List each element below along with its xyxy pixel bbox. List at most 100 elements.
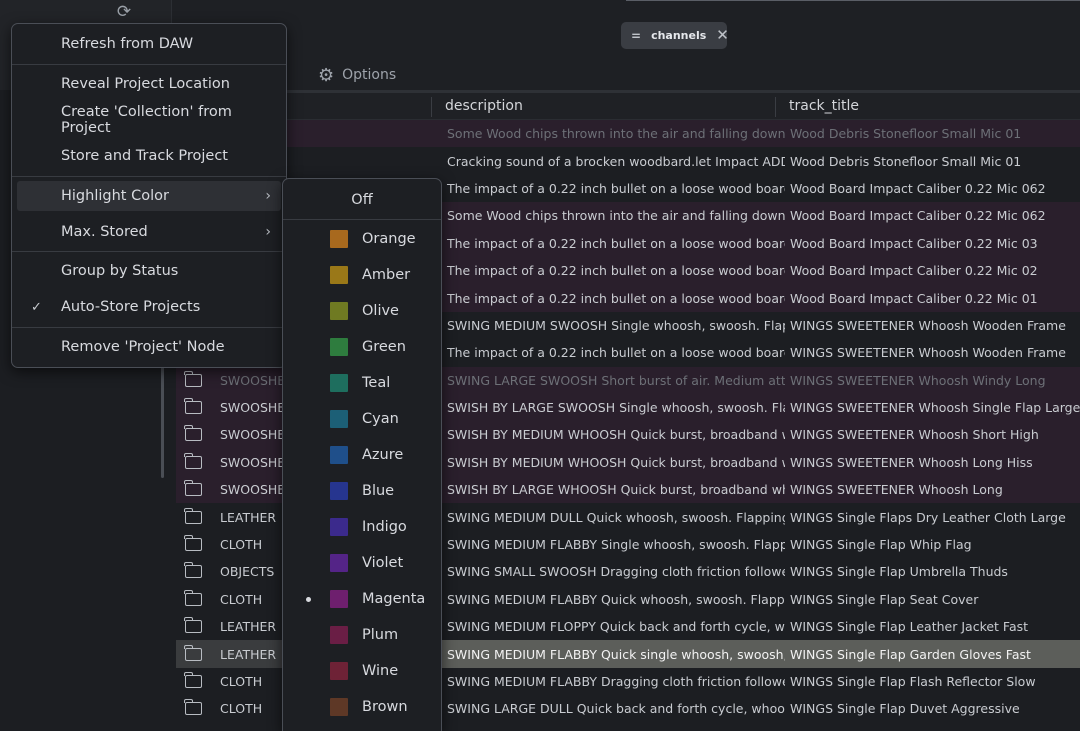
folder-cell [176,668,210,695]
submenu-item-label: Wine [362,663,399,679]
submenu-item-label: Violet [362,555,404,571]
table-row[interactable]: CLOTH SWING MEDIUM FLABBY Quick whoosh, s… [176,586,1080,613]
track-title-cell: WINGS Single Flap Leather Jacket Fast [790,619,1029,635]
description-cell: SWING MEDIUM FLABBY Quick single whoosh,… [442,640,785,668]
submenu-item-plum[interactable]: Plum [283,620,441,650]
description-cell: SWING MEDIUM FLABBY Quick whoosh, swoosh… [447,591,785,607]
track-title-cell: Wood Board Impact Caliber 0.22 Mic 02 [790,263,1038,279]
table-row[interactable]: CLOTH SWING MEDIUM FLABBY Single whoosh, … [176,531,1080,558]
column-separator[interactable] [775,97,776,117]
submenu-item-off[interactable]: Off [283,186,441,214]
check-icon: ✓ [31,299,42,315]
left-pane-scrollbar[interactable] [161,360,164,478]
track-title-cell: WINGS Single Flaps Dry Leather Cloth Lar… [790,509,1066,525]
category-cell: SWOOSHES [220,454,294,470]
tab-options[interactable]: ⚙ Options [318,64,396,86]
menu-item-label: Highlight Color [61,188,169,204]
folder-icon [183,699,202,716]
submenu-item-label: Blue [362,483,395,499]
submenu-item-teal[interactable]: Teal [283,368,441,398]
menu-item-label: Group by Status [61,263,179,279]
equals-icon: = [631,28,642,43]
close-icon[interactable]: ✕ [716,26,729,44]
table-row[interactable]: LEATHER SWING MEDIUM DULL Quick whoosh, s… [176,503,1080,530]
menu-item-refresh-from-daw[interactable]: Refresh from DAW [17,29,281,59]
track-title-cell: WINGS Single Flap Flash Reflector Slow [790,674,1036,689]
description-cell: SWING SMALL SWOOSH Dragging cloth fricti… [447,564,785,580]
color-swatch-icon [330,338,348,356]
menu-item-remove-project-node[interactable]: Remove 'Project' Node [17,332,281,362]
track-title-cell: WINGS SWEETENER Whoosh Long Hiss [790,454,1033,470]
color-swatch-icon [330,446,348,464]
submenu-item-indigo[interactable]: Indigo [283,512,441,542]
folder-cell [176,695,210,722]
description-cell: The impact of a 0.22 inch bullet on a lo… [447,290,785,306]
category-cell: SWOOSHES [220,482,294,498]
category-cell: CLOTH [220,537,263,553]
column-header-track-title[interactable]: track_title [789,98,859,114]
column-separator[interactable] [431,97,432,117]
track-title-cell: Wood Debris Stonefloor Small Mic 01 [790,153,1022,169]
submenu-item-label: Plum [362,627,399,643]
table-row[interactable]: CLOTH SWING MEDIUM FLABBY Dragging cloth … [176,668,1080,695]
filter-chip[interactable]: = channels ✕ [621,22,729,49]
table-row[interactable]: Some Wood chips thrown into the air and … [176,120,1080,148]
table-row[interactable]: The impact of a 0.22 inch bullet on a lo… [176,339,1080,366]
color-swatch-icon [330,230,348,248]
table-row[interactable]: Cracking sound of a brocken woodbard.let… [176,147,1080,174]
folder-icon [183,480,202,497]
submenu-item-orange[interactable]: Orange [283,224,441,254]
track-title-cell: WINGS SWEETENER Whoosh Short High [790,427,1039,443]
table-row[interactable]: SWOOSHES SWING LARGE SWOOSH Short burst o… [176,366,1080,394]
divider [626,0,1080,1]
table-row[interactable]: The impact of a 0.22 inch bullet on a lo… [176,175,1080,202]
menu-item-highlight-color[interactable]: Highlight Color › [17,181,281,211]
menu-item-max-stored[interactable]: Max. Stored › [17,217,281,247]
submenu-item-olive[interactable]: Olive [283,296,441,326]
table-row[interactable]: OBJECTS SWING SMALL SWOOSH Dragging cloth… [176,558,1080,585]
menu-item-group-by-status[interactable]: Group by Status [17,256,281,286]
category-cell: LEATHER [220,619,277,635]
folder-icon [183,589,202,606]
chevron-right-icon: › [265,224,271,240]
menu-item-reveal-project-location[interactable]: Reveal Project Location [17,69,281,99]
menu-item-auto-store-projects[interactable]: ✓ Auto-Store Projects [17,292,281,322]
menu-item-create-collection[interactable]: Create 'Collection' from Project [17,104,281,136]
column-header-description[interactable]: description [445,98,523,114]
category-cell: SWOOSHES [220,400,294,416]
color-swatch-icon [330,302,348,320]
table-row[interactable]: SWING MEDIUM SWOOSH Single whoosh, swoos… [176,312,1080,339]
menu-item-store-and-track[interactable]: Store and Track Project [17,141,281,171]
track-title-cell: WINGS SWEETENER Whoosh Single Flap Large… [790,400,1080,416]
description-cell: SWISH BY LARGE WHOOSH Quick burst, broad… [447,482,785,498]
folder-icon [183,370,202,387]
submenu-item-blue[interactable]: Blue [283,476,441,506]
folder-icon [183,425,202,442]
table-row[interactable]: LEATHER SWING MEDIUM FLOPPY Quick back an… [176,613,1080,640]
menu-item-label: Remove 'Project' Node [61,339,225,355]
submenu-item-brown[interactable]: Brown [283,692,441,722]
description-cell: The impact of a 0.22 inch bullet on a lo… [447,345,785,361]
submenu-item-magenta[interactable]: Magenta [283,584,441,614]
submenu-item-violet[interactable]: Violet [283,548,441,578]
submenu-item-cyan[interactable]: Cyan [283,404,441,434]
refresh-icon[interactable]: ⟳ [116,2,132,22]
track-title-cell: WINGS SWEETENER Whoosh Long [790,482,1003,498]
table-row[interactable]: CLOTH SWING LARGE DULL Quick back and for… [176,695,1080,722]
submenu-item-wine[interactable]: Wine [283,656,441,686]
submenu-item-azure[interactable]: Azure [283,440,441,470]
table-row[interactable]: LEATHER SWING MEDIUM FLABBY Quick single … [176,640,1080,668]
tab-options-label: Options [342,67,397,83]
folder-icon [183,562,202,579]
description-cell: Cracking sound of a brocken woodbard.let… [447,153,785,169]
track-title-cell: Wood Debris Stonefloor Small Mic 01 [790,126,1022,142]
gear-icon: ⚙ [318,64,335,86]
category-cell: SWOOSHES [220,427,294,443]
description-cell: SWING MEDIUM FLABBY Single whoosh, swoos… [447,537,785,553]
submenu-item-amber[interactable]: Amber [283,260,441,290]
submenu-item-green[interactable]: Green [283,332,441,362]
folder-cell [176,449,210,476]
submenu-item-label: Magenta [362,591,426,607]
description-cell: SWING LARGE DULL Quick back and forth cy… [447,701,785,717]
submenu-item-label: Olive [362,303,399,319]
